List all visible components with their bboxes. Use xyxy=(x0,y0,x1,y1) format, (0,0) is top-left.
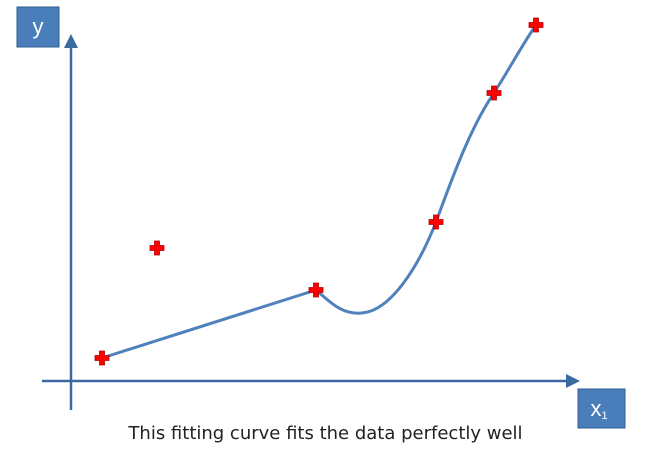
x-axis xyxy=(42,374,580,388)
x-label-text: x1 xyxy=(590,396,607,422)
x-label-box xyxy=(577,388,626,429)
data-points xyxy=(94,17,544,366)
data-point-marker xyxy=(428,214,444,230)
fitting-curve xyxy=(100,23,538,360)
y-axis-arrowhead xyxy=(64,34,78,48)
x-axis-label: x1 xyxy=(577,388,626,429)
y-axis-label: y xyxy=(16,6,60,48)
y-label-text: y xyxy=(33,14,44,39)
data-point-marker xyxy=(486,85,502,101)
data-point-marker xyxy=(149,240,165,256)
data-point-marker xyxy=(528,17,544,33)
x-axis-arrowhead xyxy=(566,374,580,388)
y-axis xyxy=(64,34,78,410)
y-label-box xyxy=(16,6,60,48)
data-point-marker xyxy=(308,282,324,298)
x-label-main: x xyxy=(590,396,601,421)
x-label-subscript: 1 xyxy=(601,410,607,422)
data-point-marker xyxy=(94,350,110,366)
diagram-caption: This fitting curve fits the data perfect… xyxy=(128,423,523,444)
